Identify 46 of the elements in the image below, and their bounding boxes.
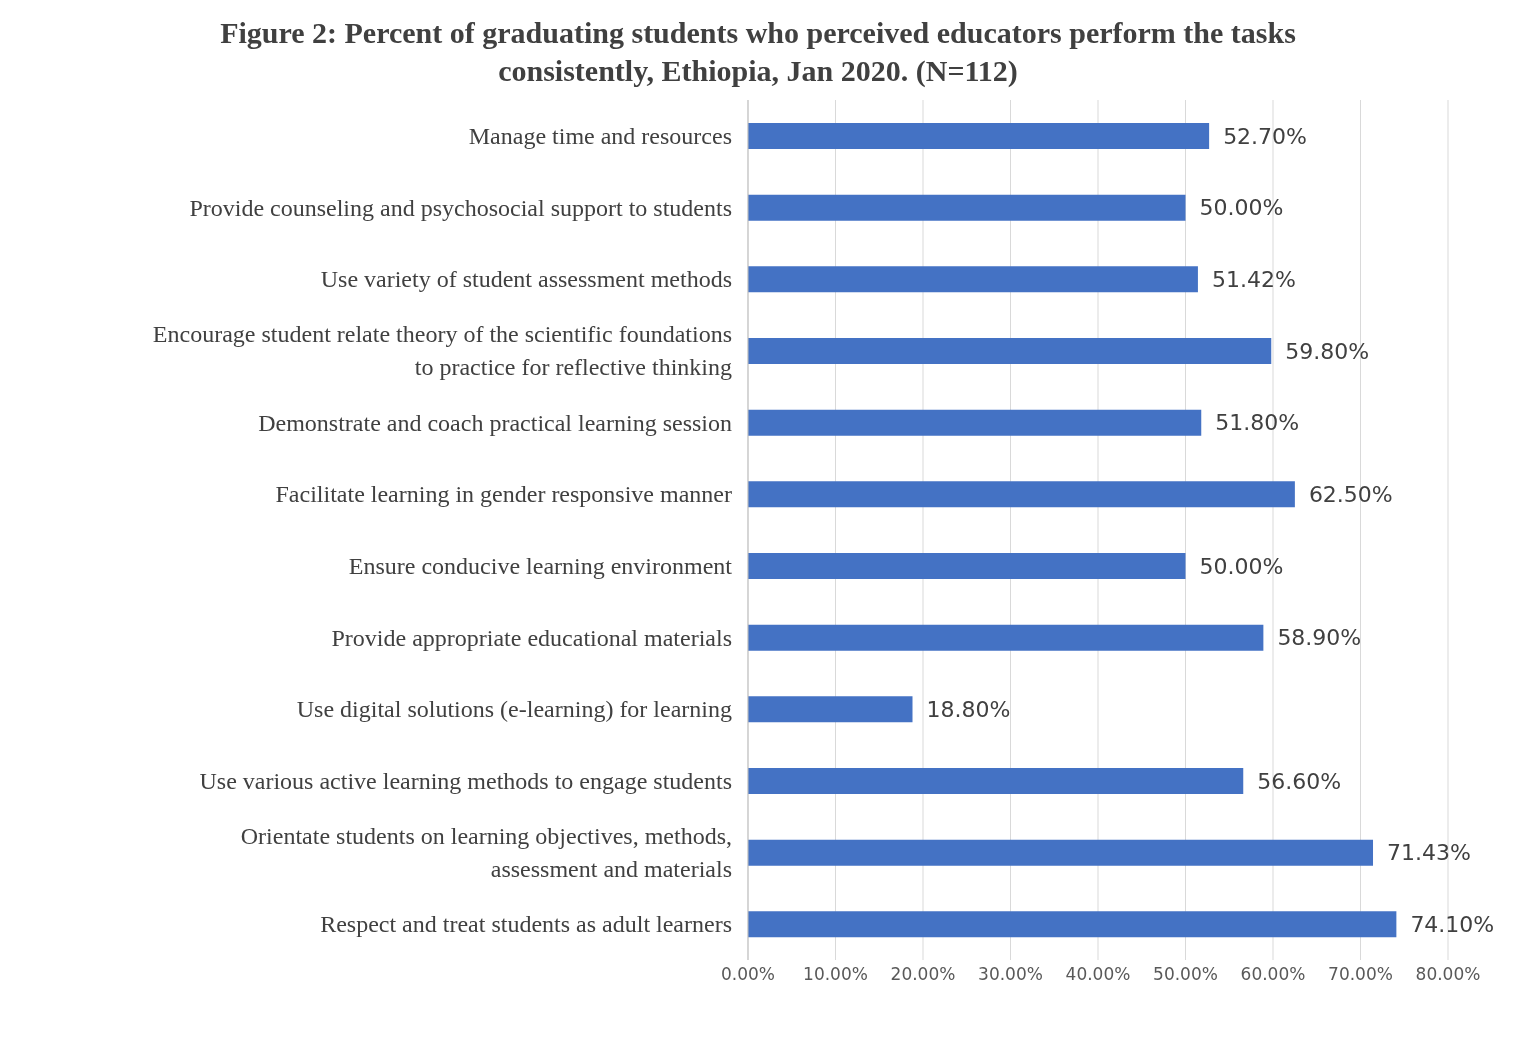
bar bbox=[748, 409, 1202, 436]
data-label: 51.80% bbox=[1215, 410, 1300, 436]
x-tick-label: 20.00% bbox=[890, 964, 956, 985]
y-tick-label: Respect and treat students as adult learners bbox=[320, 911, 732, 938]
data-label: 18.80% bbox=[926, 696, 1011, 722]
data-label: 50.00% bbox=[1199, 195, 1284, 221]
bar bbox=[748, 768, 1244, 794]
data-label: 62.50% bbox=[1308, 481, 1393, 507]
x-tick-label: 70.00% bbox=[1328, 964, 1393, 985]
data-label: 71.43% bbox=[1387, 840, 1471, 866]
y-tick-label: Ensure conducive learning environment bbox=[348, 552, 733, 579]
x-tick-label: 50.00% bbox=[1153, 964, 1218, 985]
x-tick-label: 80.00% bbox=[1415, 964, 1481, 985]
data-label: 58.90% bbox=[1277, 625, 1362, 651]
y-tick-label: Demonstrate and coach practical learning session bbox=[258, 409, 732, 436]
x-tick-label: 0.00% bbox=[720, 964, 776, 985]
bar bbox=[748, 266, 1198, 293]
x-tick-label: 10.00% bbox=[803, 964, 868, 985]
x-tick-label: 60.00% bbox=[1240, 964, 1306, 985]
y-tick-label: Use variety of student assessment methods bbox=[320, 266, 732, 293]
bar bbox=[748, 839, 1374, 866]
x-tick-label: 30.00% bbox=[978, 964, 1043, 985]
y-tick-label: Manage time and resources bbox=[468, 122, 732, 149]
data-label: 56.60% bbox=[1257, 768, 1342, 794]
bar bbox=[748, 696, 913, 723]
y-tick-label: Provide counseling and psychosocial support to students bbox=[189, 194, 732, 221]
chart-title: Figure 2: Percent of graduating students who perceived educators perform the tasks consistently, Ethiopia, Jan 2020. (N=112) bbox=[219, 15, 1297, 89]
data-label: 52.70% bbox=[1223, 123, 1308, 149]
data-label: 59.80% bbox=[1285, 338, 1370, 364]
y-tick-label: Provide appropriate educational materials bbox=[331, 624, 732, 651]
y-tick-label: Use various active learning methods to engage students bbox=[199, 767, 732, 794]
y-tick-label: Use digital solutions (e-learning) for learning bbox=[296, 696, 732, 723]
bar bbox=[748, 553, 1186, 579]
bar bbox=[748, 481, 1295, 508]
y-tick-label: Encourage student relate theory of the scientific foundations to practice for reflective thinking bbox=[152, 321, 732, 381]
data-label: 50.00% bbox=[1199, 553, 1284, 579]
bar bbox=[748, 123, 1210, 149]
data-label: 51.42% bbox=[1211, 266, 1296, 292]
y-tick-label: Orientate students on learning objectives, methods, assessment and materials bbox=[240, 823, 732, 882]
bar bbox=[748, 624, 1264, 651]
bar bbox=[748, 194, 1186, 221]
bar bbox=[748, 911, 1397, 938]
data-label: 74.10% bbox=[1410, 911, 1495, 937]
y-tick-label: Facilitate learning in gender responsive manner bbox=[275, 481, 732, 508]
x-tick-label: 40.00% bbox=[1065, 964, 1131, 985]
bar bbox=[748, 338, 1272, 364]
